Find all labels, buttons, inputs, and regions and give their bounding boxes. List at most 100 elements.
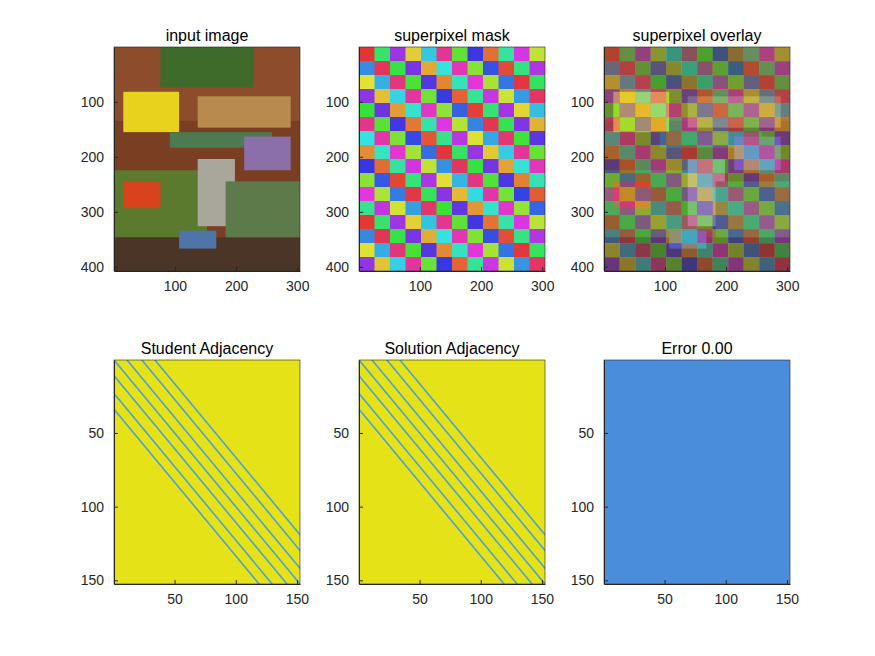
tick-mark (114, 267, 118, 268)
superpixel (437, 215, 453, 230)
superpixel (651, 229, 667, 244)
superpixel (514, 201, 530, 216)
superpixel (452, 159, 468, 174)
superpixel (620, 159, 636, 174)
superpixel (375, 75, 391, 90)
superpixel (666, 187, 682, 202)
superpixel (697, 61, 713, 76)
superpixel (437, 103, 453, 118)
superpixel (483, 131, 499, 146)
superpixel (390, 75, 406, 90)
superpixel (713, 131, 729, 146)
superpixel (775, 229, 791, 244)
superpixel (682, 229, 698, 244)
superpixel (620, 145, 636, 160)
superpixel (437, 75, 453, 90)
superpixel (666, 201, 682, 216)
superpixel (635, 117, 651, 132)
superpixel (406, 201, 422, 216)
superpixel (651, 145, 667, 160)
tick-mark (359, 507, 363, 508)
superpixel (604, 159, 620, 174)
tick-mark (542, 267, 543, 271)
superpixel (744, 229, 760, 244)
superpixel (421, 243, 437, 258)
superpixel (620, 117, 636, 132)
superpixel (744, 103, 760, 118)
superpixel (651, 173, 667, 188)
superpixel (666, 117, 682, 132)
superpixel (682, 47, 698, 62)
tick: 100 (326, 94, 363, 110)
tick-mark (359, 212, 363, 213)
tick: 300 (571, 204, 608, 220)
superpixel (697, 159, 713, 174)
tick: 400 (326, 259, 363, 275)
superpixel (421, 173, 437, 188)
superpixel (530, 229, 546, 244)
superpixel (406, 103, 422, 118)
superpixel (483, 159, 499, 174)
superpixel (682, 257, 698, 271)
superpixel (775, 131, 791, 146)
superpixel (375, 215, 391, 230)
superpixel (452, 187, 468, 202)
superpixel (468, 229, 484, 244)
superpixel (759, 229, 775, 244)
superpixel (452, 201, 468, 216)
image (604, 47, 790, 271)
superpixel (775, 145, 791, 160)
superpixel (620, 131, 636, 146)
superpixel (421, 131, 437, 146)
tick: 100 (81, 499, 118, 515)
superpixel (651, 159, 667, 174)
superpixel (359, 215, 375, 230)
superpixel (390, 229, 406, 244)
superpixel (499, 131, 515, 146)
image-region (198, 96, 291, 127)
superpixel (499, 117, 515, 132)
image-region (604, 170, 697, 237)
superpixel (759, 173, 775, 188)
superpixel (530, 159, 546, 174)
image-region (123, 181, 160, 208)
image-background (359, 360, 545, 584)
tick: 400 (571, 259, 608, 275)
tick-label: 150 (286, 591, 310, 607)
tick-label: 300 (531, 278, 555, 294)
superpixel (375, 61, 391, 76)
superpixel (635, 173, 651, 188)
superpixel (775, 75, 791, 90)
superpixel (468, 145, 484, 160)
superpixel (468, 47, 484, 62)
superpixel (483, 243, 499, 258)
superpixel (390, 257, 406, 271)
superpixel (375, 201, 391, 216)
superpixel (375, 131, 391, 146)
tick-label: 100 (326, 94, 350, 110)
tick-mark (481, 267, 482, 271)
superpixel (359, 145, 375, 160)
superpixel (359, 201, 375, 216)
superpixel (697, 229, 713, 244)
superpixel (375, 159, 391, 174)
superpixel (390, 201, 406, 216)
superpixel (499, 75, 515, 90)
superpixel (697, 103, 713, 118)
title: input image (166, 27, 249, 44)
tick-label: 100 (470, 591, 494, 607)
superpixel (697, 131, 713, 146)
tick-label: 100 (81, 499, 105, 515)
superpixel (514, 229, 530, 244)
superpixel (759, 61, 775, 76)
superpixel (437, 89, 453, 104)
tick-mark (114, 433, 118, 434)
image-region (114, 47, 300, 271)
superpixel (635, 131, 651, 146)
superpixel (359, 187, 375, 202)
superpixel (713, 61, 729, 76)
superpixel (437, 117, 453, 132)
superpixel (728, 159, 744, 174)
superpixel (697, 243, 713, 258)
superpixel (775, 47, 791, 62)
